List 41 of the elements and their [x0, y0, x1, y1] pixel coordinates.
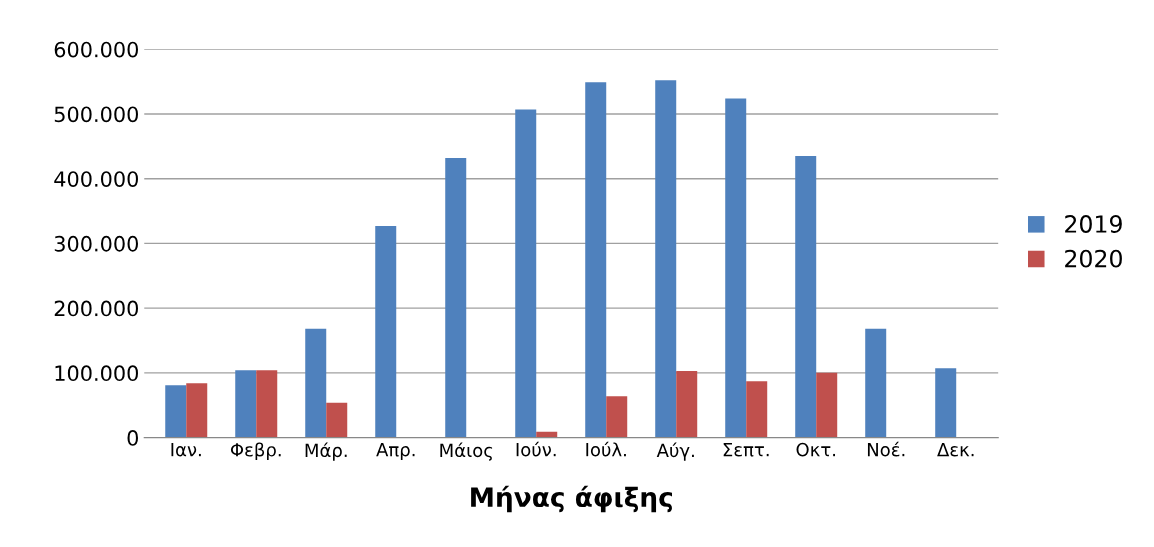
x-tick-label: Φεβρ. [230, 442, 281, 461]
y-tick-label: 500.000 [54, 106, 138, 123]
y-tick-label: 300.000 [54, 235, 138, 252]
y-tick-label: 400.000 [54, 171, 138, 187]
x-tick-label: Ιούν. [516, 441, 556, 457]
x-tick-label: Νοέ. [867, 441, 905, 457]
bar [676, 370, 698, 438]
bar [235, 370, 257, 438]
x-tick-label: Οκτ. [796, 442, 835, 457]
bar [186, 383, 208, 438]
y-tick-label: 600.000 [54, 41, 138, 58]
x-tick-label: Αύγ. [656, 442, 694, 461]
bar [165, 385, 187, 438]
bar [256, 370, 278, 438]
bar [326, 402, 348, 438]
bar [515, 109, 537, 438]
x-tick-label: Σεπτ. [723, 443, 769, 457]
bar [816, 372, 838, 438]
x-tick-label: Μάρ. [305, 442, 347, 461]
bar [375, 225, 397, 438]
y-tick-label: 200.000 [54, 300, 138, 317]
bar [725, 98, 747, 438]
bar [795, 156, 817, 438]
bar [445, 157, 467, 438]
x-tick-label: Απρ. [376, 443, 415, 460]
bar [655, 80, 677, 438]
bar [865, 328, 887, 438]
x-tick-label: Δεκ. [937, 443, 974, 457]
x-tick-label: Ιαν. [171, 443, 201, 457]
y-tick-label: 100.000 [55, 365, 138, 382]
bar [305, 328, 327, 438]
bar [746, 381, 768, 438]
bar [935, 368, 957, 438]
x-axis-title: Μήνας άφιξης [471, 485, 672, 513]
legend-label: 2020 [1065, 249, 1122, 268]
bar [585, 82, 607, 438]
y-tick-label: 0 [127, 430, 139, 446]
bar [606, 396, 628, 438]
x-tick-label: Μάιος [440, 442, 493, 461]
x-tick-label: Ιούλ. [586, 441, 626, 457]
legend-label: 2019 [1065, 215, 1122, 233]
